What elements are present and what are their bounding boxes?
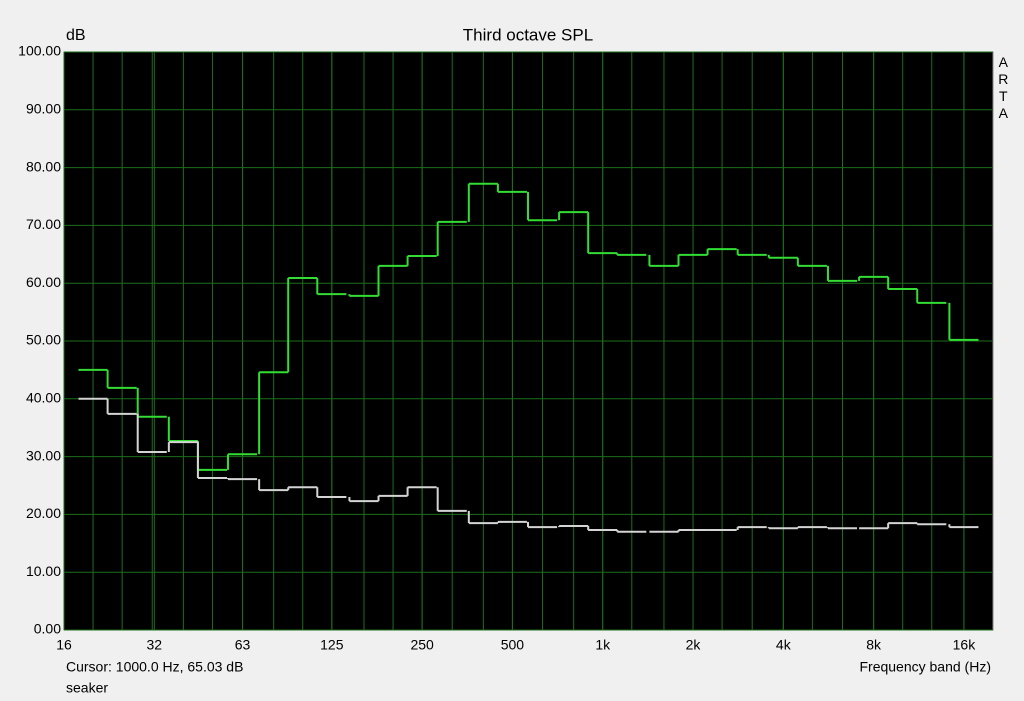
x-tick-label: 8k xyxy=(866,637,882,653)
y-tick-label: 90.00 xyxy=(26,101,61,117)
cursor-readout: Cursor: 1000.0 Hz, 65.03 dB xyxy=(66,659,243,675)
y-tick-label: 100.00 xyxy=(18,43,61,59)
watermark: ARTA xyxy=(995,54,1011,122)
x-tick-label: 16k xyxy=(953,637,977,653)
y-tick-label: 80.00 xyxy=(26,158,61,174)
y-tick-label: 40.00 xyxy=(26,390,61,406)
x-tick-label: 2k xyxy=(686,637,702,653)
x-tick-label: 125 xyxy=(320,637,344,653)
x-tick-label: 1k xyxy=(595,637,611,653)
x-tick-label: 63 xyxy=(235,637,251,653)
y-tick-label: 20.00 xyxy=(26,505,61,521)
y-tick-label: 10.00 xyxy=(26,563,61,579)
x-tick-label: 500 xyxy=(501,637,525,653)
x-tick-label: 250 xyxy=(410,637,434,653)
x-tick-label: 4k xyxy=(776,637,792,653)
x-tick-label: 32 xyxy=(147,637,163,653)
x-axis-label: Frequency band (Hz) xyxy=(859,659,991,675)
y-axis-label: dB xyxy=(66,27,86,44)
footer-text: seaker xyxy=(66,680,108,696)
y-tick-label: 0.00 xyxy=(34,621,61,637)
y-tick-label: 70.00 xyxy=(26,216,61,232)
chart-title: Third octave SPL xyxy=(463,25,593,44)
y-tick-label: 60.00 xyxy=(26,274,61,290)
x-tick-label: 16 xyxy=(56,637,72,653)
y-tick-label: 50.00 xyxy=(26,332,61,348)
y-tick-label: 30.00 xyxy=(26,447,61,463)
